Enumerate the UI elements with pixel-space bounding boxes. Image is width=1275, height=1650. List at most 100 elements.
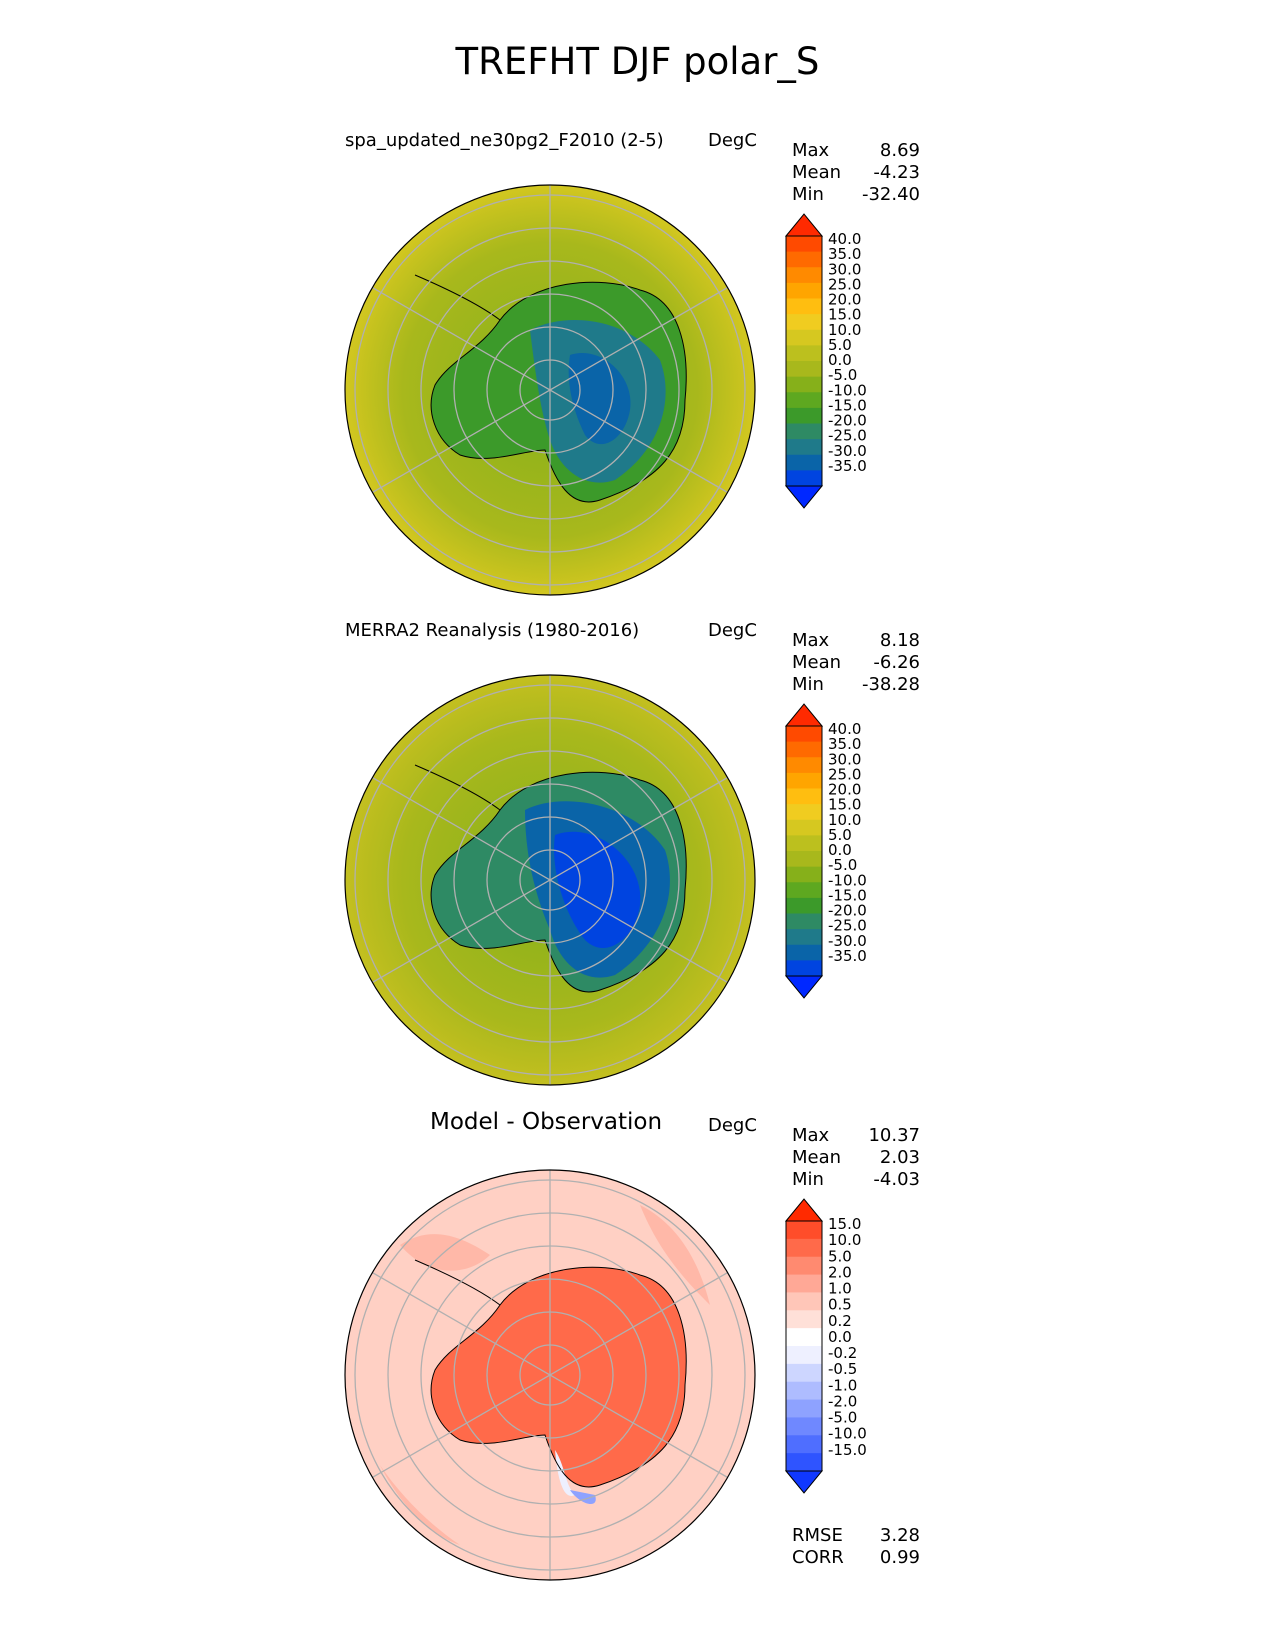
colorbar-tick-label: -2.0 <box>828 1392 857 1410</box>
colorbar-segment <box>786 804 822 821</box>
colorbar-tick-label: 0.5 <box>828 1296 852 1314</box>
colorbar-segment <box>786 819 822 836</box>
stat-label: Min <box>792 1169 824 1190</box>
colorbar-tick-label: 5.0 <box>828 336 852 354</box>
colorbar-segment <box>786 314 822 331</box>
stats-block: Max 8.18 Mean -6.26 Min -38.28 <box>792 630 920 696</box>
colorbar-tick-label: 40.0 <box>828 230 861 248</box>
colorbar-tick-label: 30.0 <box>828 260 861 278</box>
colorbar-tick-label: 0.0 <box>828 841 852 859</box>
colorbar-extend-top <box>784 213 824 237</box>
colorbar-tick-label: -15.0 <box>828 886 867 904</box>
stat-label: RMSE <box>792 1525 843 1546</box>
stat-label: Mean <box>792 652 842 673</box>
stat-value: 0.99 <box>879 1547 920 1568</box>
stat-value: 8.69 <box>879 140 920 161</box>
colorbar-tick-label: -35.0 <box>828 947 867 965</box>
colorbar-segment <box>786 392 822 409</box>
stat-value: 3.28 <box>879 1525 920 1546</box>
colorbar-segment <box>786 407 822 424</box>
colorbar-segment <box>786 788 822 805</box>
colorbar-segment <box>786 282 822 299</box>
panel-title: spa_updated_ne30pg2_F2010 (2-5) <box>345 130 664 151</box>
colorbar-segment <box>786 470 822 487</box>
colorbar-segment <box>786 929 822 946</box>
stats-block: Max 8.69 Mean -4.23 Min -32.40 <box>792 140 920 206</box>
colorbar-segment <box>786 236 822 253</box>
colorbar-outline <box>785 725 823 977</box>
colorbar-segment <box>786 741 822 758</box>
stat-label: Max <box>792 1125 830 1146</box>
colorbar-segment <box>786 897 822 914</box>
panel-model: spa_updated_ne30pg2_F2010 (2-5) DegC Max… <box>0 130 1275 620</box>
colorbar-tick-label: 30.0 <box>828 750 861 768</box>
stat-value: 10.37 <box>868 1125 920 1146</box>
colorbar-segment <box>786 251 822 268</box>
colorbar-tick-label: -15.0 <box>828 396 867 414</box>
colorbar-tick-label: -25.0 <box>828 917 867 935</box>
colorbar-segment <box>786 423 822 440</box>
colorbar-tick-label: -15.0 <box>828 1441 867 1459</box>
stat-value: -32.40 <box>861 184 920 205</box>
colorbar-tick-label: -30.0 <box>828 932 867 950</box>
colorbar-tick-label: -0.2 <box>828 1344 857 1362</box>
stat-label: Mean <box>792 162 842 183</box>
colorbar-tick-label: 0.0 <box>828 351 852 369</box>
colorbar-tick-label: 35.0 <box>828 245 861 263</box>
colorbar-tick-label: -10.0 <box>828 1425 867 1443</box>
units-label: DegC <box>708 1115 757 1136</box>
colorbar-segment <box>786 1328 822 1347</box>
colorbar-tick-label: -0.5 <box>828 1360 857 1378</box>
colorbar-tick-label: -25.0 <box>828 427 867 445</box>
colorbar-segment <box>786 757 822 774</box>
colorbar-tick-label: 5.0 <box>828 1247 852 1265</box>
panel-title: MERRA2 Reanalysis (1980-2016) <box>345 620 640 641</box>
colorbar-segment <box>786 960 822 977</box>
colorbar-tick-label: 10.0 <box>828 1231 861 1249</box>
colorbar-outline <box>785 235 823 487</box>
colorbar-segment <box>786 1435 822 1454</box>
stat-label: Min <box>792 184 824 205</box>
colorbar-segment <box>786 1256 822 1276</box>
colorbar-segment <box>786 944 822 961</box>
colorbar-segment <box>786 267 822 284</box>
polar-map-model <box>344 184 756 596</box>
panel-obs: MERRA2 Reanalysis (1980-2016) DegC Max 8.… <box>0 620 1275 1110</box>
units-label: DegC <box>708 130 757 151</box>
colorbar-segment <box>786 726 822 743</box>
colorbar-segment <box>786 1346 822 1365</box>
polar-map-obs <box>344 674 756 1086</box>
colorbar-tick-label: 0.0 <box>828 1328 852 1346</box>
colorbar-tick-label: 40.0 <box>828 720 861 738</box>
colorbar-tick-label: -5.0 <box>828 366 857 384</box>
colorbar-tick-label: 15.0 <box>828 1215 861 1233</box>
colorbar-tick-label: 5.0 <box>828 826 852 844</box>
colorbar-segment <box>786 298 822 315</box>
colorbar-segment <box>786 439 822 456</box>
colorbar-segment <box>786 345 822 362</box>
stat-value: 8.18 <box>879 630 920 651</box>
colorbar-segment <box>786 913 822 930</box>
colorbar-diff: 15.010.05.02.01.00.50.20.0-0.2-0.5-1.0-2… <box>784 1198 867 1494</box>
colorbar-segment <box>786 1363 822 1383</box>
colorbar-segment <box>786 1399 822 1418</box>
colorbar-model: 40.035.030.025.020.015.010.05.00.0-5.0-1… <box>784 213 867 509</box>
colorbar-tick-label: -10.0 <box>828 381 867 399</box>
colorbar-tick-label: 25.0 <box>828 765 861 783</box>
stat-value: 2.03 <box>879 1147 920 1168</box>
colorbar-tick-label: -10.0 <box>828 871 867 889</box>
colorbar-extend-bottom <box>784 1470 824 1494</box>
colorbar-tick-label: -30.0 <box>828 442 867 460</box>
stat-label: Max <box>792 630 830 651</box>
stat-value: -4.03 <box>873 1169 920 1190</box>
colorbar-segment <box>786 454 822 471</box>
colorbar-segment <box>786 835 822 852</box>
polar-map-diff <box>344 1169 756 1581</box>
colorbar-tick-label: 1.0 <box>828 1280 852 1298</box>
colorbar-segment <box>786 866 822 883</box>
colorbar-outline <box>785 1220 823 1472</box>
colorbar-tick-label: 10.0 <box>828 811 861 829</box>
colorbar-tick-label: 25.0 <box>828 275 861 293</box>
stat-label: Min <box>792 674 824 695</box>
extra-stats: RMSE 3.28 CORR 0.99 <box>792 1525 920 1569</box>
